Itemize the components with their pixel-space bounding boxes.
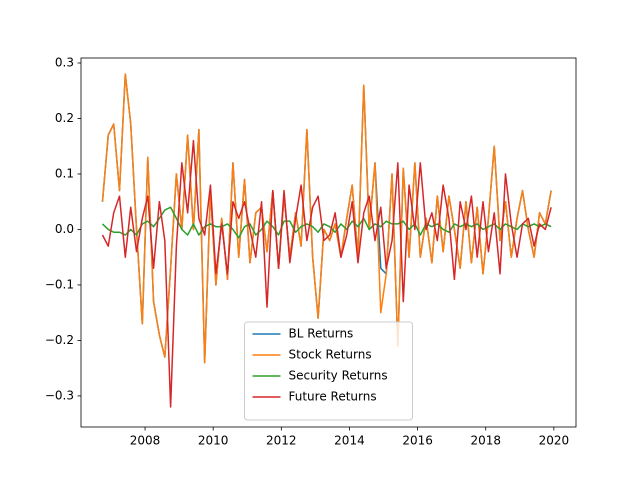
legend-label: BL Returns xyxy=(289,327,354,341)
y-tick-label: 0.3 xyxy=(55,55,74,69)
legend-box xyxy=(244,321,413,421)
series-line xyxy=(101,73,552,364)
x-tick-label: 2010 xyxy=(198,434,229,448)
y-tick-label: −0.1 xyxy=(45,277,74,291)
legend-label: Future Returns xyxy=(289,390,377,404)
x-tick-label: 2016 xyxy=(402,434,433,448)
x-tick-label: 2020 xyxy=(539,434,570,448)
y-tick-label: −0.3 xyxy=(45,388,74,402)
legend-label: Stock Returns xyxy=(289,348,372,362)
plot-frame xyxy=(80,57,577,428)
series-line xyxy=(101,206,552,239)
y-tick-label: 0.1 xyxy=(55,166,74,180)
x-tick-label: 2014 xyxy=(334,434,365,448)
x-tick-label: 2012 xyxy=(266,434,297,448)
y-tick-label: 0.2 xyxy=(55,111,74,125)
x-tick-label: 2008 xyxy=(130,434,161,448)
series-line xyxy=(101,139,552,408)
y-tick-label: 0.0 xyxy=(55,222,74,236)
y-tick-label: −0.2 xyxy=(45,333,74,347)
legend-label: Security Returns xyxy=(289,369,388,383)
x-tick-label: 2018 xyxy=(470,434,501,448)
